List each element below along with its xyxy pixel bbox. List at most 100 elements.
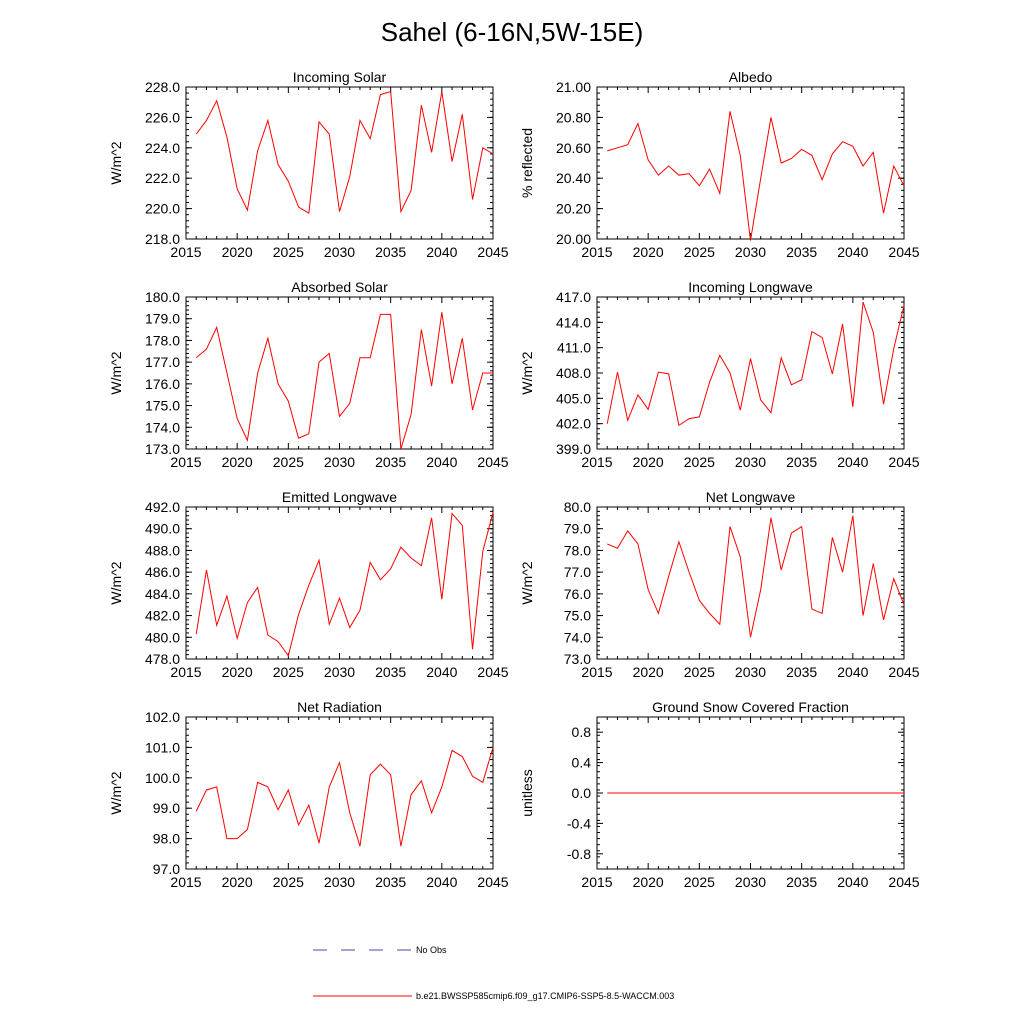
- x-tick-label: 2040: [426, 664, 457, 680]
- x-tick-label: 2015: [170, 874, 201, 890]
- x-tick-label: 2030: [324, 244, 355, 260]
- y-tick-label: 480.0: [145, 629, 180, 645]
- y-tick-label: 80.0: [564, 499, 591, 515]
- panel-net-radiation: Net Radiation W/m^2 2015 2020 2025 2030 2035 20…: [108, 699, 509, 890]
- x-tick-label: 2020: [222, 454, 253, 470]
- x-tick-label: 2040: [837, 664, 868, 680]
- y-tick-label: 21.00: [556, 79, 591, 95]
- x-tick-label: 2035: [375, 874, 406, 890]
- x-tick-label: 2040: [426, 454, 457, 470]
- x-tick-label: 2015: [581, 454, 612, 470]
- y-tick-label: -0.8: [567, 846, 591, 862]
- y-axis-label: W/m^2: [108, 561, 124, 604]
- y-tick-label: 0.0: [572, 785, 592, 801]
- x-tick-label: 2015: [170, 664, 201, 680]
- y-tick-label: 20.00: [556, 231, 591, 247]
- x-tick-label: 2045: [888, 244, 919, 260]
- x-tick-label: 2045: [477, 454, 508, 470]
- y-tick-label: 78.0: [564, 542, 591, 558]
- y-tick-label: 178.0: [145, 332, 180, 348]
- y-tick-label: 100.0: [145, 770, 180, 786]
- x-tick-label: 2040: [426, 874, 457, 890]
- panel-grid: Incoming Solar W/m^2 2015 2020 2025 2030 2035 2…: [108, 69, 920, 890]
- panel-albedo: Albedo % reflected 2015 2020 2025 2030 2035 204…: [519, 69, 920, 260]
- y-tick-label: 411.0: [557, 340, 591, 356]
- y-axis-label: W/m^2: [519, 351, 535, 394]
- x-tick-label: 2015: [170, 454, 201, 470]
- x-tick-label: 2015: [581, 874, 612, 890]
- x-tick-label: 2035: [786, 664, 817, 680]
- y-tick-label: 98.0: [153, 831, 180, 847]
- panel-title: Incoming Solar: [293, 69, 387, 85]
- panel-incoming-longwave: Incoming Longwave W/m^2 2015 2020 2025 2030 20…: [519, 279, 920, 470]
- plot-frame: [185, 716, 494, 870]
- y-tick-label: 101.0: [145, 739, 180, 755]
- y-tick-label: 222.0: [145, 170, 180, 186]
- x-tick-label: 2025: [273, 244, 304, 260]
- y-tick-label: 75.0: [564, 608, 591, 624]
- y-tick-label: 226.0: [145, 109, 180, 125]
- panel-ground-snow-covered-fraction: Ground Snow Covered Fraction unitless 2015…: [519, 699, 920, 890]
- x-tick-label: 2025: [273, 454, 304, 470]
- y-tick-label: 174.0: [145, 419, 180, 435]
- y-tick-label: 224.0: [145, 140, 180, 156]
- x-tick-label: 2045: [888, 454, 919, 470]
- y-tick-label: 20.20: [556, 201, 591, 217]
- y-tick-label: 405.0: [556, 390, 591, 406]
- panel-emitted-longwave: Emitted Longwave W/m^2 2015 2020 2025 2030 203…: [108, 489, 509, 680]
- y-tick-label: 99.0: [153, 800, 180, 816]
- x-tick-label: 2020: [222, 244, 253, 260]
- x-tick-label: 2025: [684, 244, 715, 260]
- y-tick-label: 220.0: [145, 201, 180, 217]
- x-tick-label: 2035: [375, 664, 406, 680]
- legend-label-model-run: b.e21.BWSSP585cmip6.f09_g17.CMIP6-SSP5-8…: [416, 991, 674, 1001]
- y-axis-label: unitless: [519, 769, 535, 816]
- panel-title: Emitted Longwave: [282, 489, 397, 505]
- x-tick-label: 2020: [222, 874, 253, 890]
- y-axis-label: % reflected: [519, 128, 535, 198]
- panel-title: Ground Snow Covered Fraction: [652, 699, 849, 715]
- x-tick-label: 2030: [735, 244, 766, 260]
- x-tick-label: 2030: [324, 874, 355, 890]
- x-tick-label: 2030: [735, 664, 766, 680]
- y-axis-label: W/m^2: [108, 351, 124, 394]
- y-tick-label: 0.4: [572, 755, 592, 771]
- x-tick-label: 2035: [375, 454, 406, 470]
- y-tick-label: 492.0: [145, 499, 180, 515]
- y-tick-label: 488.0: [145, 542, 180, 558]
- x-tick-label: 2020: [633, 664, 664, 680]
- legend-label-no-obs: No Obs: [416, 945, 447, 955]
- plot-frame: [185, 506, 494, 660]
- series-line-absorbed-solar: [195, 312, 493, 450]
- y-axis-label: W/m^2: [108, 141, 124, 184]
- panel-title: Incoming Longwave: [688, 279, 813, 295]
- x-tick-label: 2025: [273, 874, 304, 890]
- y-tick-label: 20.40: [556, 170, 591, 186]
- y-tick-label: 218.0: [145, 231, 180, 247]
- x-tick-label: 2035: [786, 454, 817, 470]
- panel-absorbed-solar: Absorbed Solar W/m^2 2015 2020 2025 2030 2035 2…: [108, 279, 509, 470]
- y-tick-label: 79.0: [564, 521, 591, 537]
- y-tick-label: 173.0: [145, 441, 180, 457]
- x-tick-label: 2030: [735, 874, 766, 890]
- y-tick-label: 180.0: [145, 289, 180, 305]
- y-tick-label: 408.0: [556, 365, 591, 381]
- y-tick-label: 74.0: [564, 629, 591, 645]
- x-tick-label: 2045: [888, 874, 919, 890]
- x-tick-label: 2045: [477, 664, 508, 680]
- y-tick-label: 20.80: [556, 109, 591, 125]
- x-tick-label: 2045: [888, 664, 919, 680]
- x-tick-label: 2015: [581, 664, 612, 680]
- series-line-net-radiation: [195, 747, 494, 847]
- y-tick-label: 175.0: [145, 398, 180, 414]
- x-tick-label: 2020: [633, 874, 664, 890]
- x-tick-label: 2030: [324, 664, 355, 680]
- y-tick-label: 77.0: [564, 564, 591, 580]
- panel-net-longwave: Net Longwave W/m^2 2015 2020 2025 2030 2035 204…: [519, 489, 920, 680]
- series-line-incoming-solar: [195, 90, 494, 214]
- y-axis-label: W/m^2: [108, 771, 124, 814]
- y-tick-label: -0.4: [567, 815, 591, 831]
- y-tick-label: 177.0: [145, 354, 180, 370]
- x-tick-label: 2045: [477, 874, 508, 890]
